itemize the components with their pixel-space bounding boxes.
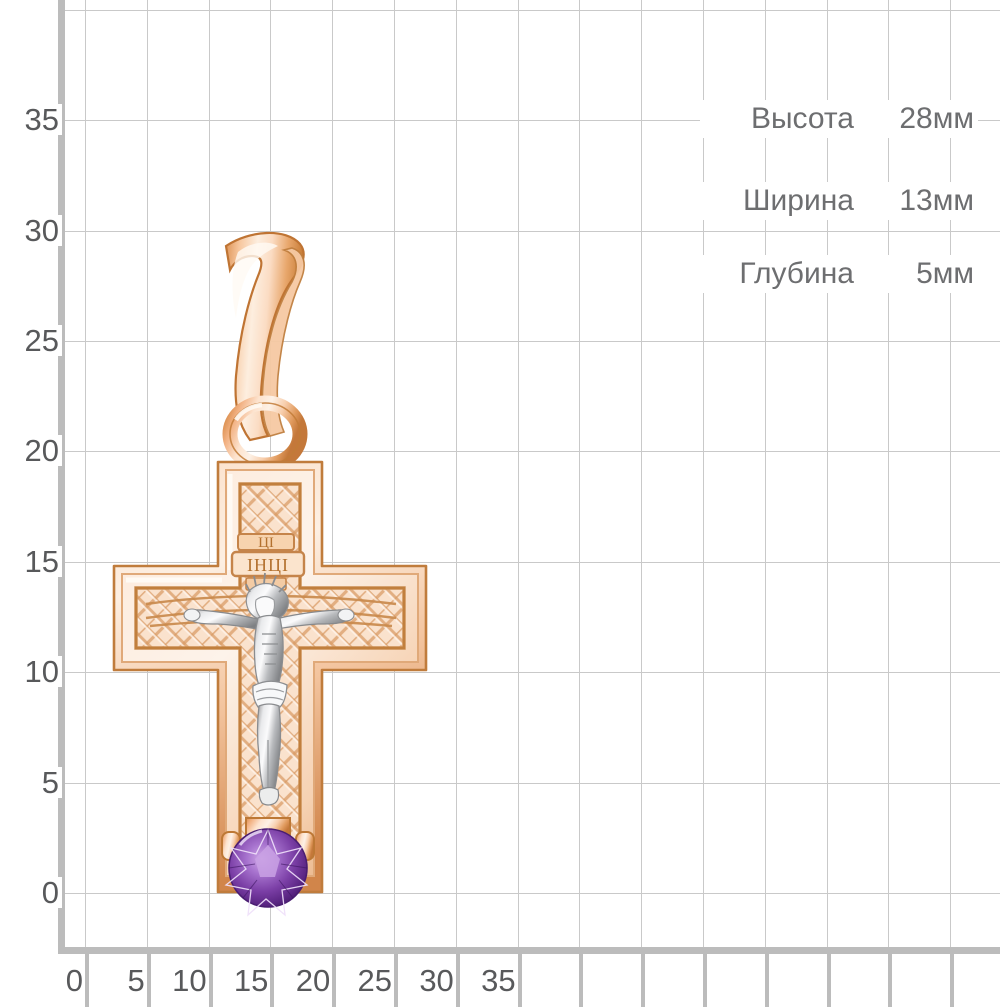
grid-line-vertical (950, 0, 952, 947)
grid-line-vertical (332, 0, 334, 947)
x-axis-tick (394, 954, 398, 1007)
x-axis-tick (332, 954, 337, 1007)
grid-line-vertical (455, 0, 457, 947)
grid-line-horizontal (58, 341, 1000, 342)
grid-line-horizontal (58, 451, 1000, 453)
dimension-label: Ширина (743, 184, 854, 217)
dimension-row: Глубина 5мм (700, 255, 978, 293)
grid-line-vertical (888, 0, 890, 947)
x-axis-line (58, 947, 1000, 954)
grid-line-vertical (703, 0, 704, 947)
grid-line-horizontal (58, 672, 1000, 674)
grid-line-vertical (394, 0, 395, 947)
dimension-row: Высота 28мм (700, 100, 978, 138)
grid-line-horizontal (58, 561, 1000, 563)
x-tick-label: 20 (295, 963, 331, 998)
x-axis-tick (517, 954, 522, 1007)
y-tick-label: 10 (0, 656, 62, 688)
x-axis-tick (270, 954, 275, 1007)
grid-line-horizontal (58, 120, 1000, 122)
x-tick-label: 5 (127, 963, 145, 998)
amethyst-gemstone (224, 828, 309, 917)
grid-line-vertical (764, 0, 766, 947)
x-axis-tick (85, 954, 89, 1007)
titulus-plaque: ЦІ ІНЦІ (230, 533, 306, 591)
grid-line-horizontal (58, 230, 1000, 232)
grid-line-vertical (208, 0, 210, 947)
grid-line-horizontal (58, 782, 1000, 784)
dimension-row: Ширина 13мм (700, 182, 978, 220)
dimension-value: 13мм (899, 184, 974, 217)
dimension-label: Глубина (739, 257, 854, 290)
x-tick-label: 15 (233, 963, 269, 998)
svg-text:ЦІ: ЦІ (258, 535, 274, 551)
x-axis-tick (826, 954, 831, 1007)
x-axis-tick (950, 954, 955, 1007)
x-tick-label: 25 (357, 963, 392, 998)
grid-line-vertical (146, 0, 148, 947)
grid-line-horizontal (58, 9, 1000, 11)
x-axis-tick (208, 954, 213, 1007)
y-tick-label: 5 (0, 766, 62, 798)
y-axis-line (58, 0, 65, 954)
y-tick-label: 0 (0, 877, 62, 908)
y-tick-label: 35 (0, 104, 62, 136)
grid-line-vertical (826, 0, 828, 947)
x-tick-label: 30 (419, 963, 454, 998)
x-axis-tick (455, 954, 460, 1007)
dimension-label: Высота (750, 102, 854, 135)
crucifix-figure (183, 572, 355, 806)
grid-line-vertical (579, 0, 581, 947)
x-axis-tick (888, 954, 893, 1007)
dimension-value: 28мм (899, 102, 974, 135)
x-tick-label: 10 (172, 963, 207, 998)
y-tick-label: 25 (0, 325, 62, 356)
x-axis-tick (146, 954, 151, 1007)
svg-text:ІНЦІ: ІНЦІ (247, 555, 289, 575)
x-axis-tick (579, 954, 584, 1007)
grid-line-vertical (641, 0, 643, 947)
grid-line-vertical (517, 0, 519, 947)
grid-line-horizontal (58, 893, 1000, 894)
y-tick-label: 30 (0, 214, 62, 246)
x-axis-tick (641, 954, 646, 1007)
x-tick-label: 0 (65, 963, 83, 998)
grid-line-vertical (85, 0, 86, 947)
x-tick-label: 35 (481, 963, 516, 998)
x-axis-tick (764, 954, 769, 1007)
x-axis-tick (703, 954, 707, 1007)
dimension-value: 5мм (916, 257, 974, 290)
pendant-bail (224, 231, 305, 442)
y-tick-label: 15 (0, 545, 62, 577)
y-tick-label: 20 (0, 435, 62, 467)
